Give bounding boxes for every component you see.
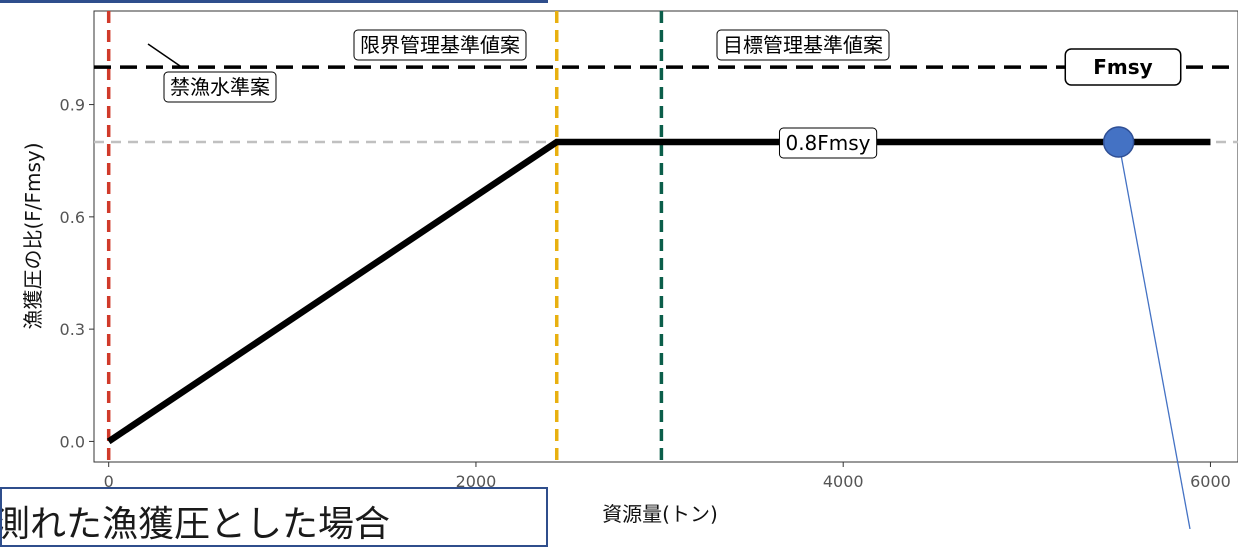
label-0.8fmsy: 0.8Fmsy (779, 128, 876, 158)
label-ban-ref: 禁漁水準案 (164, 72, 276, 102)
label-limit-ref-text: 限界管理基準値案 (360, 33, 520, 57)
label-0.8fmsy-text: 0.8Fmsy (785, 131, 870, 155)
data-point (1104, 127, 1134, 157)
x-tick-label: 6000 (1190, 472, 1231, 491)
label-target-ref: 目標管理基準値案 (717, 30, 889, 60)
y-axis-title: 漁獲圧の比(F/Fmsy) (21, 142, 45, 329)
caption-box: 測れた漁獲圧とした場合 (0, 487, 548, 547)
label-limit-ref: 限界管理基準値案 (354, 30, 526, 60)
x-axis-title: 資源量(トン) (602, 502, 718, 526)
label-ban-ref-text: 禁漁水準案 (170, 75, 270, 99)
y-tick-label: 0.9 (60, 96, 85, 115)
y-tick-label: 0.0 (60, 432, 85, 451)
label-fmsy-text: Fmsy (1093, 55, 1152, 79)
y-tick-label: 0.3 (60, 320, 85, 339)
y-tick-label: 0.6 (60, 208, 85, 227)
x-tick-label: 4000 (823, 472, 864, 491)
label-target-ref-text: 目標管理基準値案 (723, 33, 883, 57)
callout-frame-top (0, 0, 548, 3)
label-fmsy: Fmsy (1065, 49, 1180, 85)
caption-text: 測れた漁獲圧とした場合 (0, 495, 390, 547)
